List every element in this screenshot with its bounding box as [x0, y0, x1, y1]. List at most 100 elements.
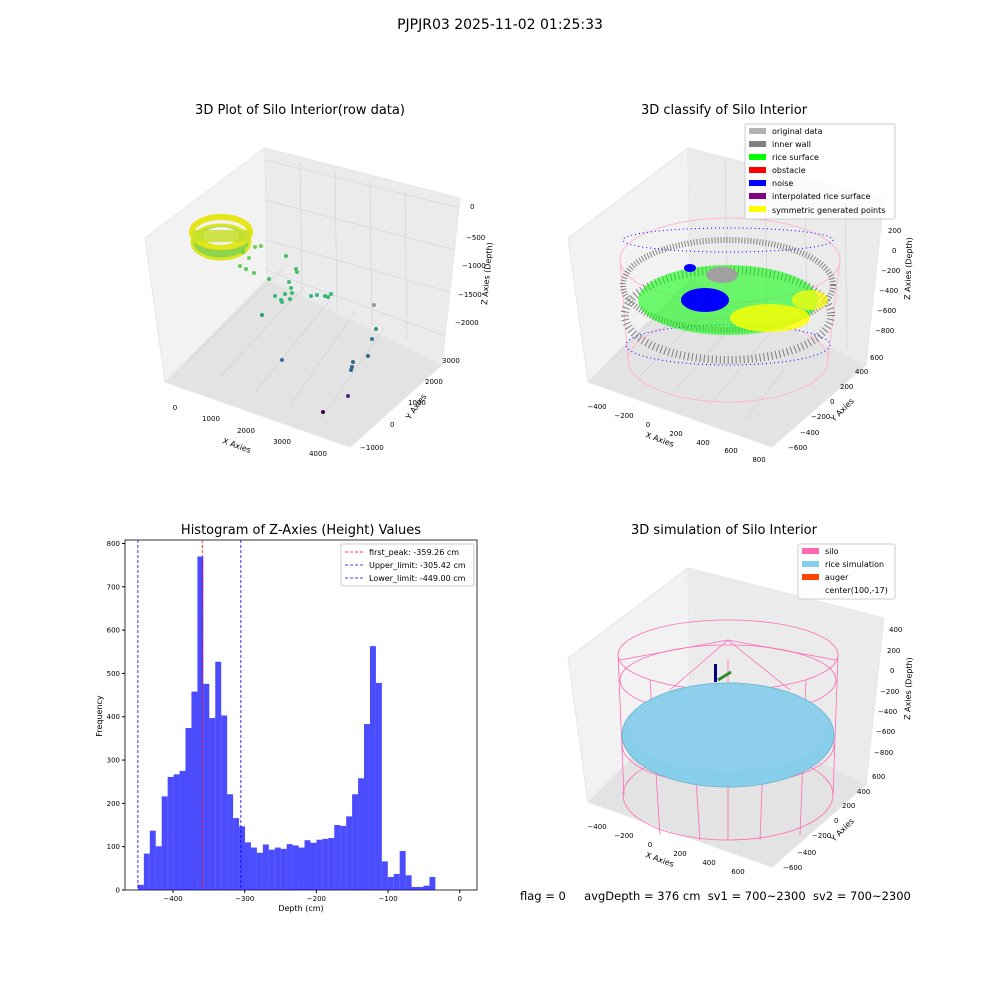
classify-z-tick: 0	[892, 247, 896, 255]
classify-3d-z-ticks: 200 0 −200 −400 −600 −800	[875, 227, 901, 335]
auger-marker	[714, 664, 732, 682]
histogram-bar	[322, 838, 329, 890]
raw-y-tick: 2000	[425, 378, 443, 386]
simulation-y-tick: 200	[842, 802, 855, 810]
classify-x-tick: −200	[614, 412, 633, 420]
histogram-bar	[173, 774, 180, 890]
legend-entry: silo	[825, 547, 839, 556]
flag-text: flag = 0	[520, 889, 566, 903]
y-tick-label: 500	[107, 670, 120, 678]
histogram-bar	[340, 825, 347, 890]
simulation-y-tick: 400	[857, 788, 870, 796]
simulation-x-tick: 200	[673, 850, 686, 858]
raw-plot-title: 3D Plot of Silo Interior(row data)	[195, 103, 405, 118]
raw-z-tick: −2000	[455, 319, 479, 327]
legend-entry: original data	[772, 127, 823, 136]
raw-z-tick: −500	[466, 234, 485, 242]
simulation-z-tick: 400	[889, 626, 902, 634]
simulation-x-tick: 600	[731, 868, 744, 876]
histogram-bar	[209, 718, 216, 890]
classify-z-tick: −800	[875, 327, 894, 335]
legend-entry: symmetric generated points	[772, 206, 885, 215]
histogram-bar	[280, 848, 287, 890]
histogram-bar	[268, 849, 275, 890]
classify-y-tick: 200	[840, 383, 853, 391]
legend-swatch	[802, 548, 819, 554]
x-tick-label: 0	[458, 895, 462, 903]
classify-y-tick: −600	[788, 444, 807, 452]
simulation-x-tick: −200	[614, 832, 633, 840]
histogram-bar	[399, 851, 406, 890]
classify-x-tick: −400	[587, 403, 606, 411]
legend-swatch	[749, 193, 766, 199]
histogram-bar	[155, 846, 162, 890]
simulation-x-axis-label: X Axies	[644, 850, 675, 869]
simulation-y-tick: 0	[834, 817, 838, 825]
classify-z-tick: 200	[888, 227, 901, 235]
legend-entry: center(100,-17)	[825, 586, 888, 595]
histogram-bar	[250, 847, 257, 890]
y-tick-label: 100	[107, 843, 120, 851]
histogram-bar	[316, 839, 323, 890]
histogram-y-ticks: 0 100 200 300 400 500 600 700 800	[107, 540, 125, 895]
classify-z-axis-label: Z Axies (Depth)	[903, 237, 914, 300]
y-tick-label: 0	[116, 887, 120, 895]
histogram-bar	[405, 875, 412, 890]
simulation-y-tick: −600	[783, 864, 802, 872]
histogram-bar	[179, 770, 186, 890]
histogram-bar	[411, 886, 418, 890]
simulation-y-tick: −200	[812, 832, 831, 840]
histogram-bar	[304, 840, 311, 890]
simulation-z-tick: 200	[887, 647, 900, 655]
classify-plot-title: 3D classify of Silo Interior	[640, 103, 808, 118]
classify-y-tick: 400	[855, 368, 868, 376]
histogram-bars	[137, 556, 436, 890]
histogram-bar	[197, 556, 204, 890]
histogram-bar	[149, 830, 156, 890]
histogram-bar	[191, 691, 198, 890]
classify-z-tick: −200	[881, 267, 900, 275]
histogram-bar	[387, 877, 394, 890]
histogram-bar	[328, 838, 335, 890]
simulation-3d-z-ticks: 400 200 0 −200 −400 −600 −800	[874, 626, 902, 757]
y-tick-label: 200	[107, 800, 120, 808]
histogram-bar	[423, 885, 430, 890]
simulation-plot-title: 3D simulation of Silo Interior	[631, 523, 817, 538]
simulation-y-tick: −400	[797, 849, 816, 857]
histogram-bar	[334, 825, 341, 890]
raw-y-tick: 0	[390, 421, 394, 429]
raw-x-tick: 4000	[309, 450, 327, 458]
histogram-bar	[369, 646, 376, 890]
raw-y-tick: −1000	[360, 444, 384, 452]
classify-x-tick: 400	[696, 439, 709, 447]
raw-3d-panes	[144, 147, 461, 448]
simulation-y-axis-label: Y Axies	[828, 817, 856, 845]
simulation-z-axis-label: Z Axies (Depth)	[903, 657, 914, 720]
classify-3d-y-ticks: −600 −400 −200 0 200 400 600	[788, 354, 883, 452]
classify-y-tick: 600	[870, 354, 883, 362]
histogram-bar	[292, 845, 299, 890]
histogram-x-axis-label: Depth (cm)	[278, 904, 323, 913]
histogram-bar	[298, 847, 305, 890]
histogram-bar	[381, 861, 388, 890]
y-tick-label: 400	[107, 713, 120, 721]
histogram-bar	[215, 661, 222, 890]
rice-simulation-surface	[621, 682, 835, 788]
raw-y-tick: 3000	[442, 357, 460, 365]
histogram-bar	[256, 852, 263, 890]
x-tick-label: −300	[235, 895, 254, 903]
legend-swatch	[749, 141, 766, 147]
histogram-bar	[161, 796, 168, 890]
sv1-text: sv1 = 700~2300	[707, 889, 806, 903]
raw-z-tick: 0	[470, 203, 474, 211]
simulation-y-tick: 600	[872, 773, 885, 781]
x-tick-label: −100	[378, 895, 397, 903]
raw-3d-z-ticks: 0 −500 −1000 −1500 −2000	[455, 203, 486, 327]
simulation-z-tick: −800	[874, 749, 893, 757]
classify-legend: original data inner wall rice surface ob…	[744, 123, 896, 220]
histogram-x-ticks: −400 −300 −200 −100 0	[163, 890, 462, 903]
x-tick-label: −200	[307, 895, 326, 903]
